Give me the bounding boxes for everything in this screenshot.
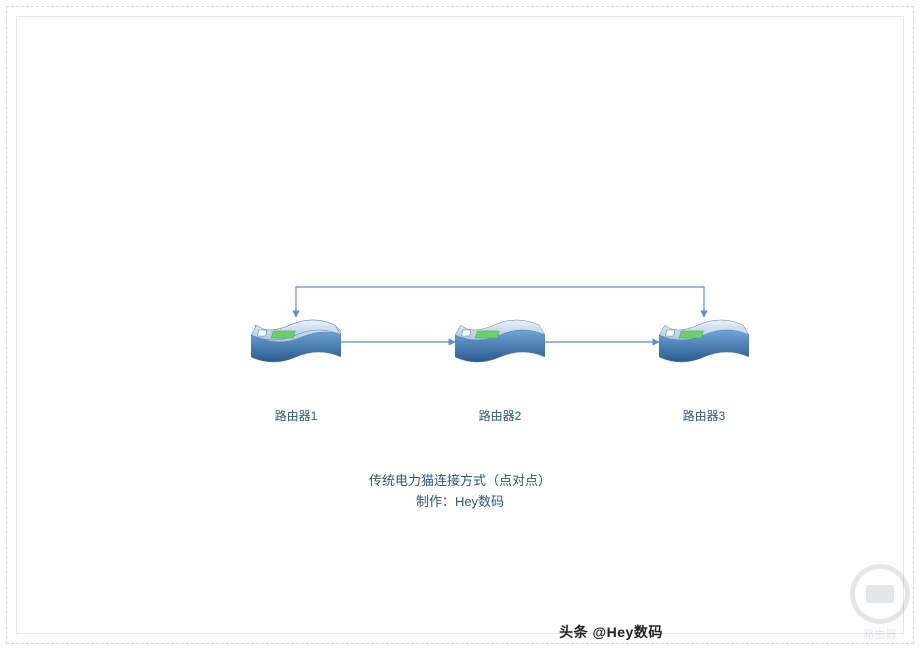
router-2 [455,317,545,367]
router-3 [659,317,749,367]
edge-r1-r3-top [296,287,704,317]
caption-line-2: 制作：Hey数码 [17,492,903,513]
diagram-caption: 传统电力猫连接方式（点对点） 制作：Hey数码 [17,471,903,513]
router-1-label: 路由器1 [251,407,341,424]
inner-frame: 路由器1 路由器2 路由器3 传统电力猫连接方式（点对点） 制作：Hey数码 [16,16,904,634]
caption-line-1: 传统电力猫连接方式（点对点） [17,471,903,492]
router-3-label: 路由器3 [659,407,749,424]
router-1 [251,317,341,367]
router-2-label: 路由器2 [455,407,545,424]
